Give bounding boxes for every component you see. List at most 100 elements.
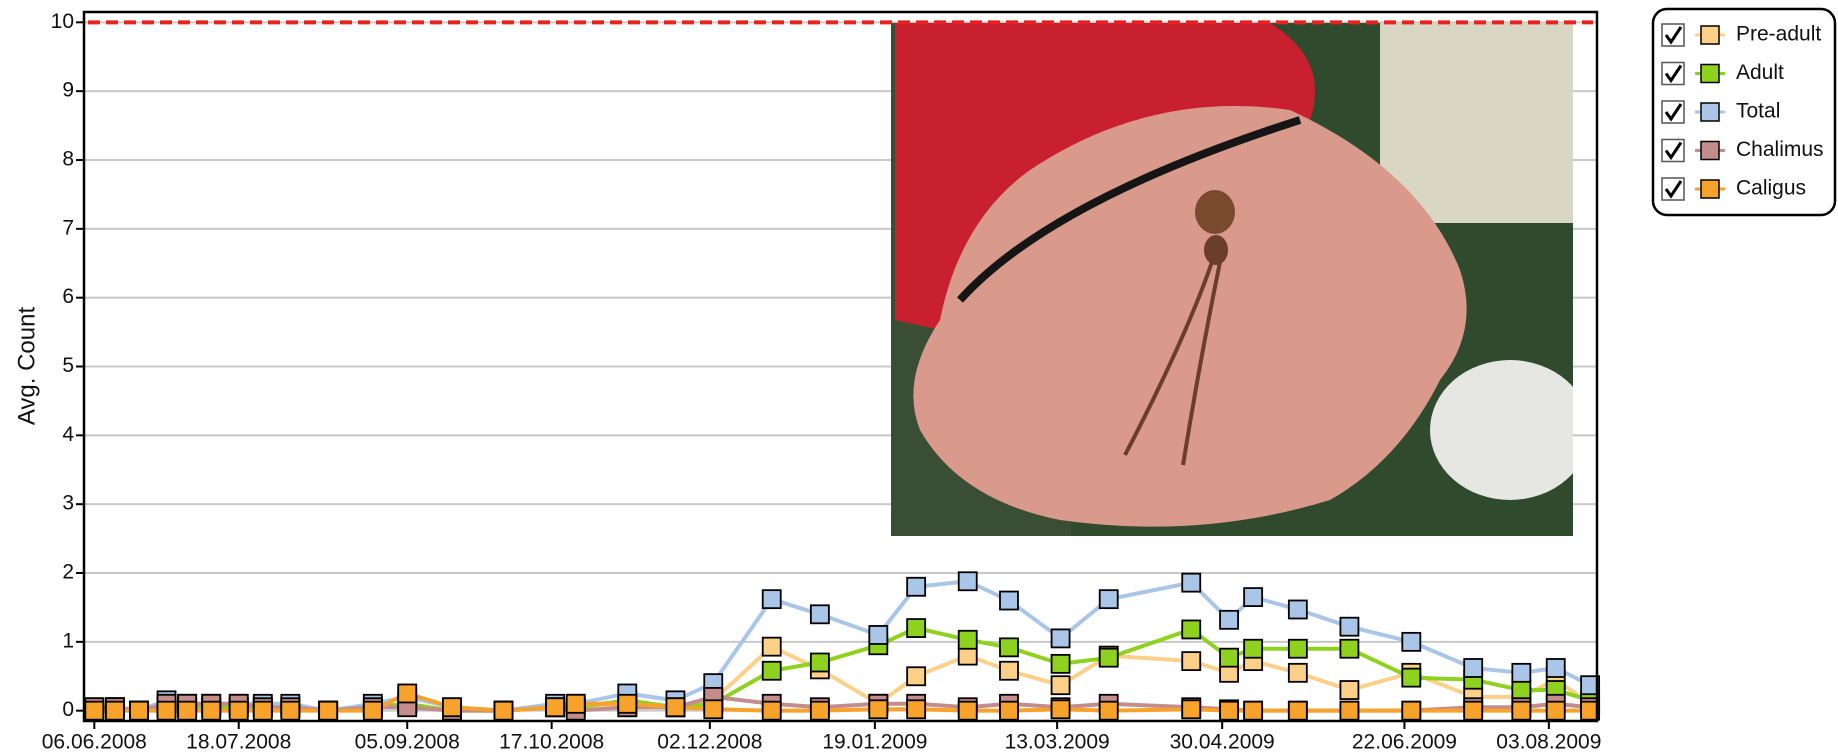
data-point — [907, 619, 925, 637]
data-point — [1289, 600, 1307, 618]
legend-swatch — [1701, 103, 1719, 121]
data-point — [567, 695, 585, 713]
series-lines — [94, 581, 1590, 710]
data-point — [869, 700, 887, 718]
data-point — [1182, 574, 1200, 592]
data-point — [1052, 700, 1070, 718]
legend-label: Pre-adult — [1736, 23, 1821, 46]
data-point — [1340, 681, 1358, 699]
y-tick-label: 9 — [62, 79, 74, 102]
x-tick-label: 03.08.2009 — [1496, 731, 1601, 754]
data-point — [1052, 676, 1070, 694]
series-markers — [85, 572, 1599, 719]
data-point — [1547, 659, 1565, 677]
data-point — [1402, 669, 1420, 687]
data-point — [666, 698, 684, 716]
data-point — [1100, 649, 1118, 667]
data-point — [907, 578, 925, 596]
data-point — [811, 653, 829, 671]
legend-swatch — [1701, 65, 1719, 83]
data-point — [1340, 618, 1358, 636]
data-point — [281, 702, 299, 720]
data-point — [1052, 629, 1070, 647]
data-point — [1340, 640, 1358, 658]
data-point — [1512, 702, 1530, 720]
data-point — [1182, 700, 1200, 718]
data-point — [1220, 611, 1238, 629]
data-point — [319, 702, 337, 720]
data-point — [763, 638, 781, 656]
data-point — [1000, 592, 1018, 610]
data-point — [618, 695, 636, 713]
x-tick-label: 19.01.2009 — [822, 731, 927, 754]
data-point — [230, 702, 248, 720]
y-tick-label: 4 — [62, 423, 74, 446]
data-point — [1000, 638, 1018, 656]
data-point — [704, 700, 722, 718]
y-tick-label: 1 — [62, 629, 74, 652]
legend-swatch — [1701, 26, 1719, 44]
data-point — [85, 702, 103, 720]
x-tick-label: 22.06.2009 — [1352, 731, 1457, 754]
data-point — [1000, 702, 1018, 720]
data-point — [1220, 649, 1238, 667]
y-tick-label: 5 — [62, 354, 74, 377]
legend-swatch — [1701, 142, 1719, 160]
y-tick-label: 10 — [51, 10, 74, 33]
data-point — [202, 702, 220, 720]
data-point — [1402, 633, 1420, 651]
data-point — [546, 698, 564, 716]
y-tick-label: 0 — [62, 698, 74, 721]
data-point — [1289, 702, 1307, 720]
data-point — [811, 702, 829, 720]
y-tick-label: 7 — [62, 216, 74, 239]
legend-label: Caligus — [1736, 177, 1806, 200]
data-point — [158, 702, 176, 720]
x-tick-label: 13.03.2009 — [1005, 731, 1110, 754]
data-point — [811, 605, 829, 623]
data-point — [1244, 640, 1262, 658]
legend-label: Total — [1736, 100, 1780, 123]
photo-inset — [891, 23, 1590, 536]
data-point — [959, 702, 977, 720]
legend-label: Chalimus — [1736, 138, 1824, 161]
legend-label: Adult — [1736, 61, 1784, 84]
data-point — [1547, 702, 1565, 720]
data-point — [1464, 702, 1482, 720]
data-point — [1340, 702, 1358, 720]
series-line — [94, 581, 1590, 710]
data-point — [1512, 664, 1530, 682]
y-tick-label: 8 — [62, 148, 74, 171]
x-tick-label: 02.12.2008 — [657, 731, 762, 754]
data-point — [1464, 659, 1482, 677]
legend: Pre-adult Adult Total Chalimus Caligus — [1653, 9, 1835, 215]
chart: Avg. Count 01234567891006.06.200818.07.2… — [0, 0, 1838, 756]
data-point — [907, 700, 925, 718]
data-point — [1244, 588, 1262, 606]
data-point — [1100, 702, 1118, 720]
x-tick-label: 30.04.2009 — [1170, 731, 1275, 754]
data-point — [907, 667, 925, 685]
data-point — [106, 702, 124, 720]
data-point — [1289, 664, 1307, 682]
data-point — [1244, 702, 1262, 720]
data-point — [959, 572, 977, 590]
data-point — [1402, 702, 1420, 720]
series-line — [94, 628, 1590, 711]
y-tick-label: 3 — [62, 492, 74, 515]
data-point — [1052, 655, 1070, 673]
data-point — [1182, 652, 1200, 670]
data-point — [1220, 702, 1238, 720]
y-tick-label: 2 — [62, 561, 74, 584]
data-point — [959, 631, 977, 649]
data-point — [1182, 620, 1200, 638]
x-tick-label: 17.10.2008 — [499, 731, 604, 754]
data-point — [178, 702, 196, 720]
data-point — [763, 590, 781, 608]
data-point — [398, 684, 416, 702]
x-tick-label: 05.09.2008 — [355, 731, 460, 754]
legend-swatch — [1701, 180, 1719, 198]
data-point — [254, 702, 272, 720]
y-axis-label: Avg. Count — [13, 307, 40, 426]
data-point — [869, 626, 887, 644]
